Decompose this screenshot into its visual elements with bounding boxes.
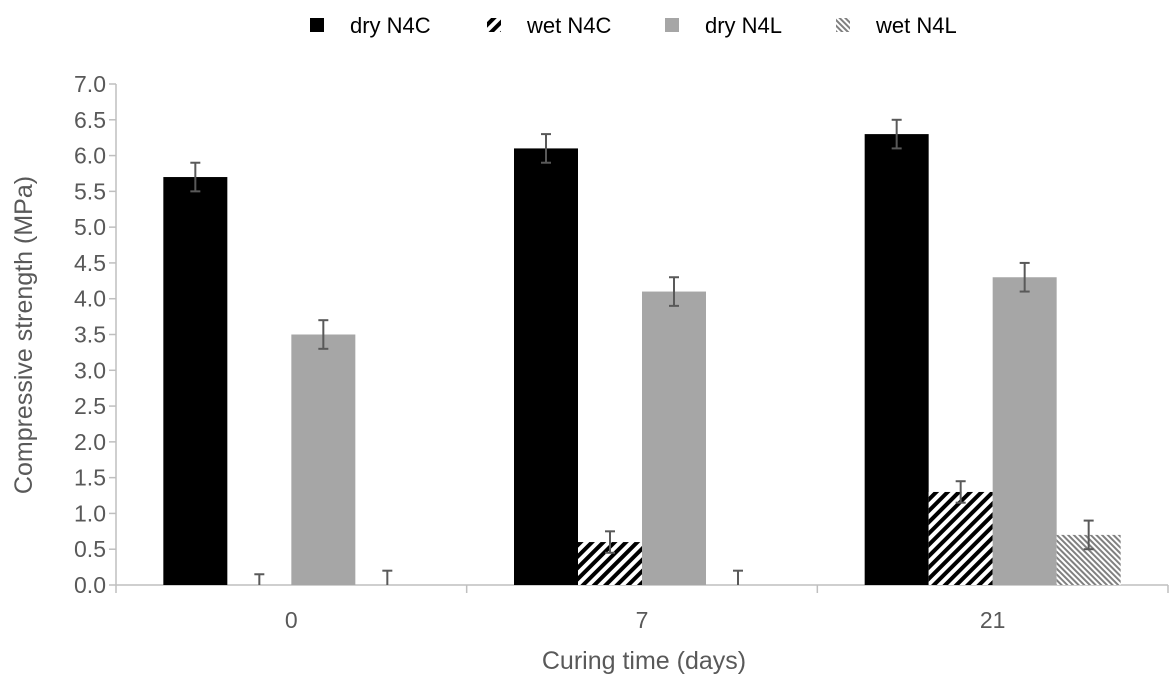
bar (864, 134, 929, 585)
bars (163, 134, 1121, 586)
legend-item: dry N4L (665, 13, 782, 38)
y-tick-label: 1.5 (74, 465, 106, 491)
x-axis-title: Curing time (days) (542, 647, 746, 675)
bar (291, 334, 356, 585)
y-tick-label: 6.0 (74, 143, 106, 169)
y-tick-label: 0.0 (74, 572, 106, 598)
legend-swatch (487, 18, 501, 32)
legend-label: dry N4C (350, 13, 431, 38)
y-tick-label: 4.0 (74, 286, 106, 312)
y-tick-label: 5.5 (74, 178, 106, 204)
x-tick-label: 21 (980, 607, 1006, 633)
legend-label: wet N4C (526, 13, 611, 38)
legend-swatch (310, 18, 324, 32)
legend-item: dry N4C (310, 13, 431, 38)
legend-label: wet N4L (875, 13, 957, 38)
bar (992, 277, 1057, 585)
y-tick-label: 6.5 (74, 107, 106, 133)
error-bars (190, 118, 1094, 585)
y-tick-label: 7.0 (74, 71, 106, 97)
legend-item: wet N4C (487, 13, 611, 38)
y-axis-title: Compressive strength (MPa) (10, 176, 38, 494)
y-tick-label: 5.0 (74, 214, 106, 240)
bar (163, 177, 228, 586)
x-tick-label: 7 (636, 607, 649, 633)
x-tick-label: 0 (285, 607, 298, 633)
y-axis: 0.0 0.5 1.0 1.5 2.0 2.5 3.0 3.5 4.0 4.5 5.0 5.5 6.0 6… (74, 71, 117, 598)
y-tick-label: 3.0 (74, 357, 106, 383)
y-tick-label: 1.0 (74, 500, 106, 526)
legend: dry N4C wet N4C dry N4L wet N4L (310, 13, 957, 38)
bar (928, 491, 993, 585)
y-tick-label: 2.5 (74, 393, 106, 419)
bar (514, 148, 578, 585)
bar (642, 291, 706, 585)
y-tick-label: 3.5 (74, 322, 106, 348)
legend-swatch (836, 18, 850, 32)
y-tick-label: 0.5 (74, 536, 106, 562)
legend-swatch (665, 18, 679, 32)
legend-item: wet N4L (836, 13, 957, 38)
y-tick-label: 4.5 (74, 250, 106, 276)
x-axis: 0 7 21 (115, 584, 1169, 633)
legend-label: dry N4L (705, 13, 782, 38)
y-tick-label: 2.0 (74, 429, 106, 455)
